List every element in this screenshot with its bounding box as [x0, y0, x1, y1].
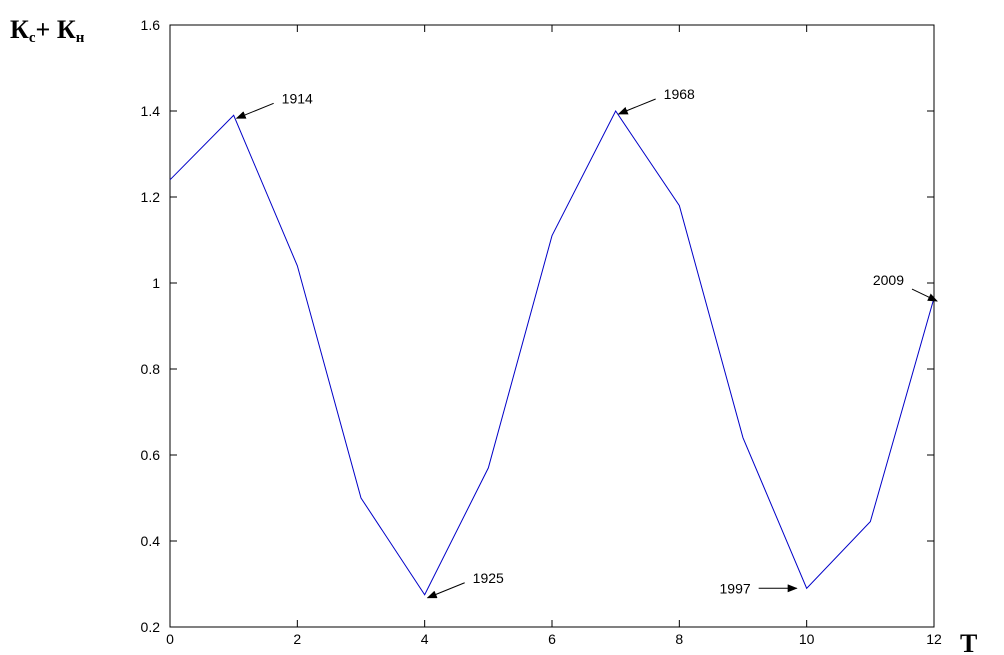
annotation-arrow [235, 102, 274, 119]
x-tick-label: 6 [548, 631, 556, 647]
axis-ticks [169, 24, 935, 628]
y-tick-label: 1.6 [141, 17, 161, 33]
x-tick-label: 2 [293, 631, 301, 647]
y-tick-label: 1.2 [141, 189, 161, 205]
annotation-label: 1997 [720, 580, 751, 596]
annotation-arrow [911, 288, 938, 302]
y-axis-title: Кс+ Кн [10, 15, 85, 46]
y-tick-label: 1.4 [141, 103, 161, 119]
x-tick-label: 0 [166, 631, 174, 647]
annotation-label: 1968 [664, 86, 695, 102]
series-group [169, 110, 935, 596]
y-tick-label: 0.2 [141, 619, 161, 635]
series-line [169, 110, 935, 596]
x-tick-label: 10 [799, 631, 815, 647]
y-tick-label: 0.4 [141, 533, 161, 549]
annotation-arrow [617, 98, 656, 115]
x-tick-label: 4 [421, 631, 429, 647]
y-tick-label: 1 [152, 275, 160, 291]
annotations: 1914 1925 1968 1997 2009 [235, 86, 938, 599]
annotation-label: 1914 [282, 90, 313, 106]
annotation-arrow [426, 582, 465, 599]
x-tick-label: 8 [675, 631, 683, 647]
tick-labels: 0 2 4 6 8 10 12 0.2 0.4 0.6 0.8 1 1.2 1.4 1.6 [141, 17, 942, 647]
y-tick-label: 0.8 [141, 361, 161, 377]
annotation-label: 1925 [473, 570, 504, 586]
plot-area-frame [169, 24, 935, 628]
y-tick-label: 0.6 [141, 447, 161, 463]
annotation-label: 2009 [873, 272, 904, 288]
x-tick-label: 12 [926, 631, 942, 647]
x-axis-title: Т [960, 629, 977, 655]
